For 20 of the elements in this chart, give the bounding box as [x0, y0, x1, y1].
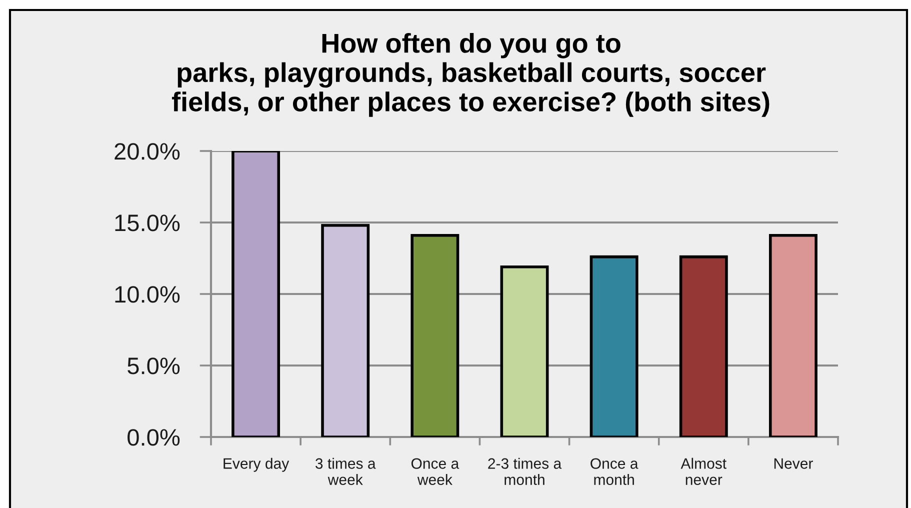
bar [679, 255, 728, 437]
bar [321, 224, 370, 437]
bar [768, 234, 818, 437]
y-tick-label: 20.0% [114, 143, 180, 160]
x-tick-label: Every day [224, 458, 290, 472]
bar [590, 255, 638, 437]
y-tick-label: 15.0% [115, 214, 180, 232]
bar [410, 234, 460, 437]
x-tick-label: Almost never [680, 458, 726, 486]
bar [500, 265, 549, 437]
x-tick-label: Once a month [590, 458, 638, 486]
x-tick-label: Never [774, 458, 813, 469]
x-tick-label: Once a week [411, 458, 460, 486]
bar [232, 151, 280, 437]
y-tick-label: 5.0% [128, 358, 180, 374]
x-tick-label: 3 times a week [316, 458, 376, 486]
y-tick-label: 0.0% [128, 429, 180, 446]
x-tick-label: 2-3 times a month [488, 458, 562, 486]
y-tick-label: 10.0% [115, 286, 180, 303]
chart-title: How often do you go to parks, playgrounds, basketball courts, soccer fields, or other places to exercise? (both sites) [172, 33, 770, 117]
